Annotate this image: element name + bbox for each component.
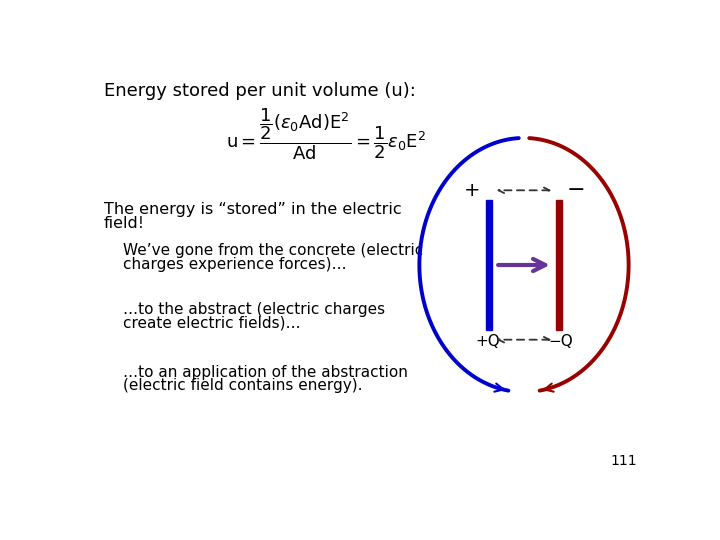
Text: The energy is “stored” in the electric: The energy is “stored” in the electric (104, 202, 402, 217)
Text: 111: 111 (611, 454, 637, 468)
Bar (486, 200, 492, 330)
Text: We’ve gone from the concrete (electric: We’ve gone from the concrete (electric (122, 244, 423, 259)
Text: …to the abstract (electric charges: …to the abstract (electric charges (122, 302, 384, 317)
Text: +Q: +Q (475, 334, 500, 349)
Bar (556, 200, 562, 330)
Text: +: + (464, 181, 480, 200)
Text: charges experience forces)…: charges experience forces)… (122, 256, 346, 272)
Text: create electric fields)…: create electric fields)… (122, 315, 300, 330)
Text: Energy stored per unit volume (u):: Energy stored per unit volume (u): (104, 82, 416, 100)
Text: (electric field contains energy).: (electric field contains energy). (122, 378, 362, 393)
Text: field!: field! (104, 215, 145, 231)
Text: −: − (567, 180, 585, 200)
Text: −Q: −Q (548, 334, 573, 349)
Text: $\mathrm{u} = \dfrac{\dfrac{1}{2}(\varepsilon_0 \mathrm{Ad})\mathrm{E}^2}{\mathr: $\mathrm{u} = \dfrac{\dfrac{1}{2}(\varep… (225, 107, 426, 163)
Text: …to an application of the abstraction: …to an application of the abstraction (122, 365, 408, 380)
